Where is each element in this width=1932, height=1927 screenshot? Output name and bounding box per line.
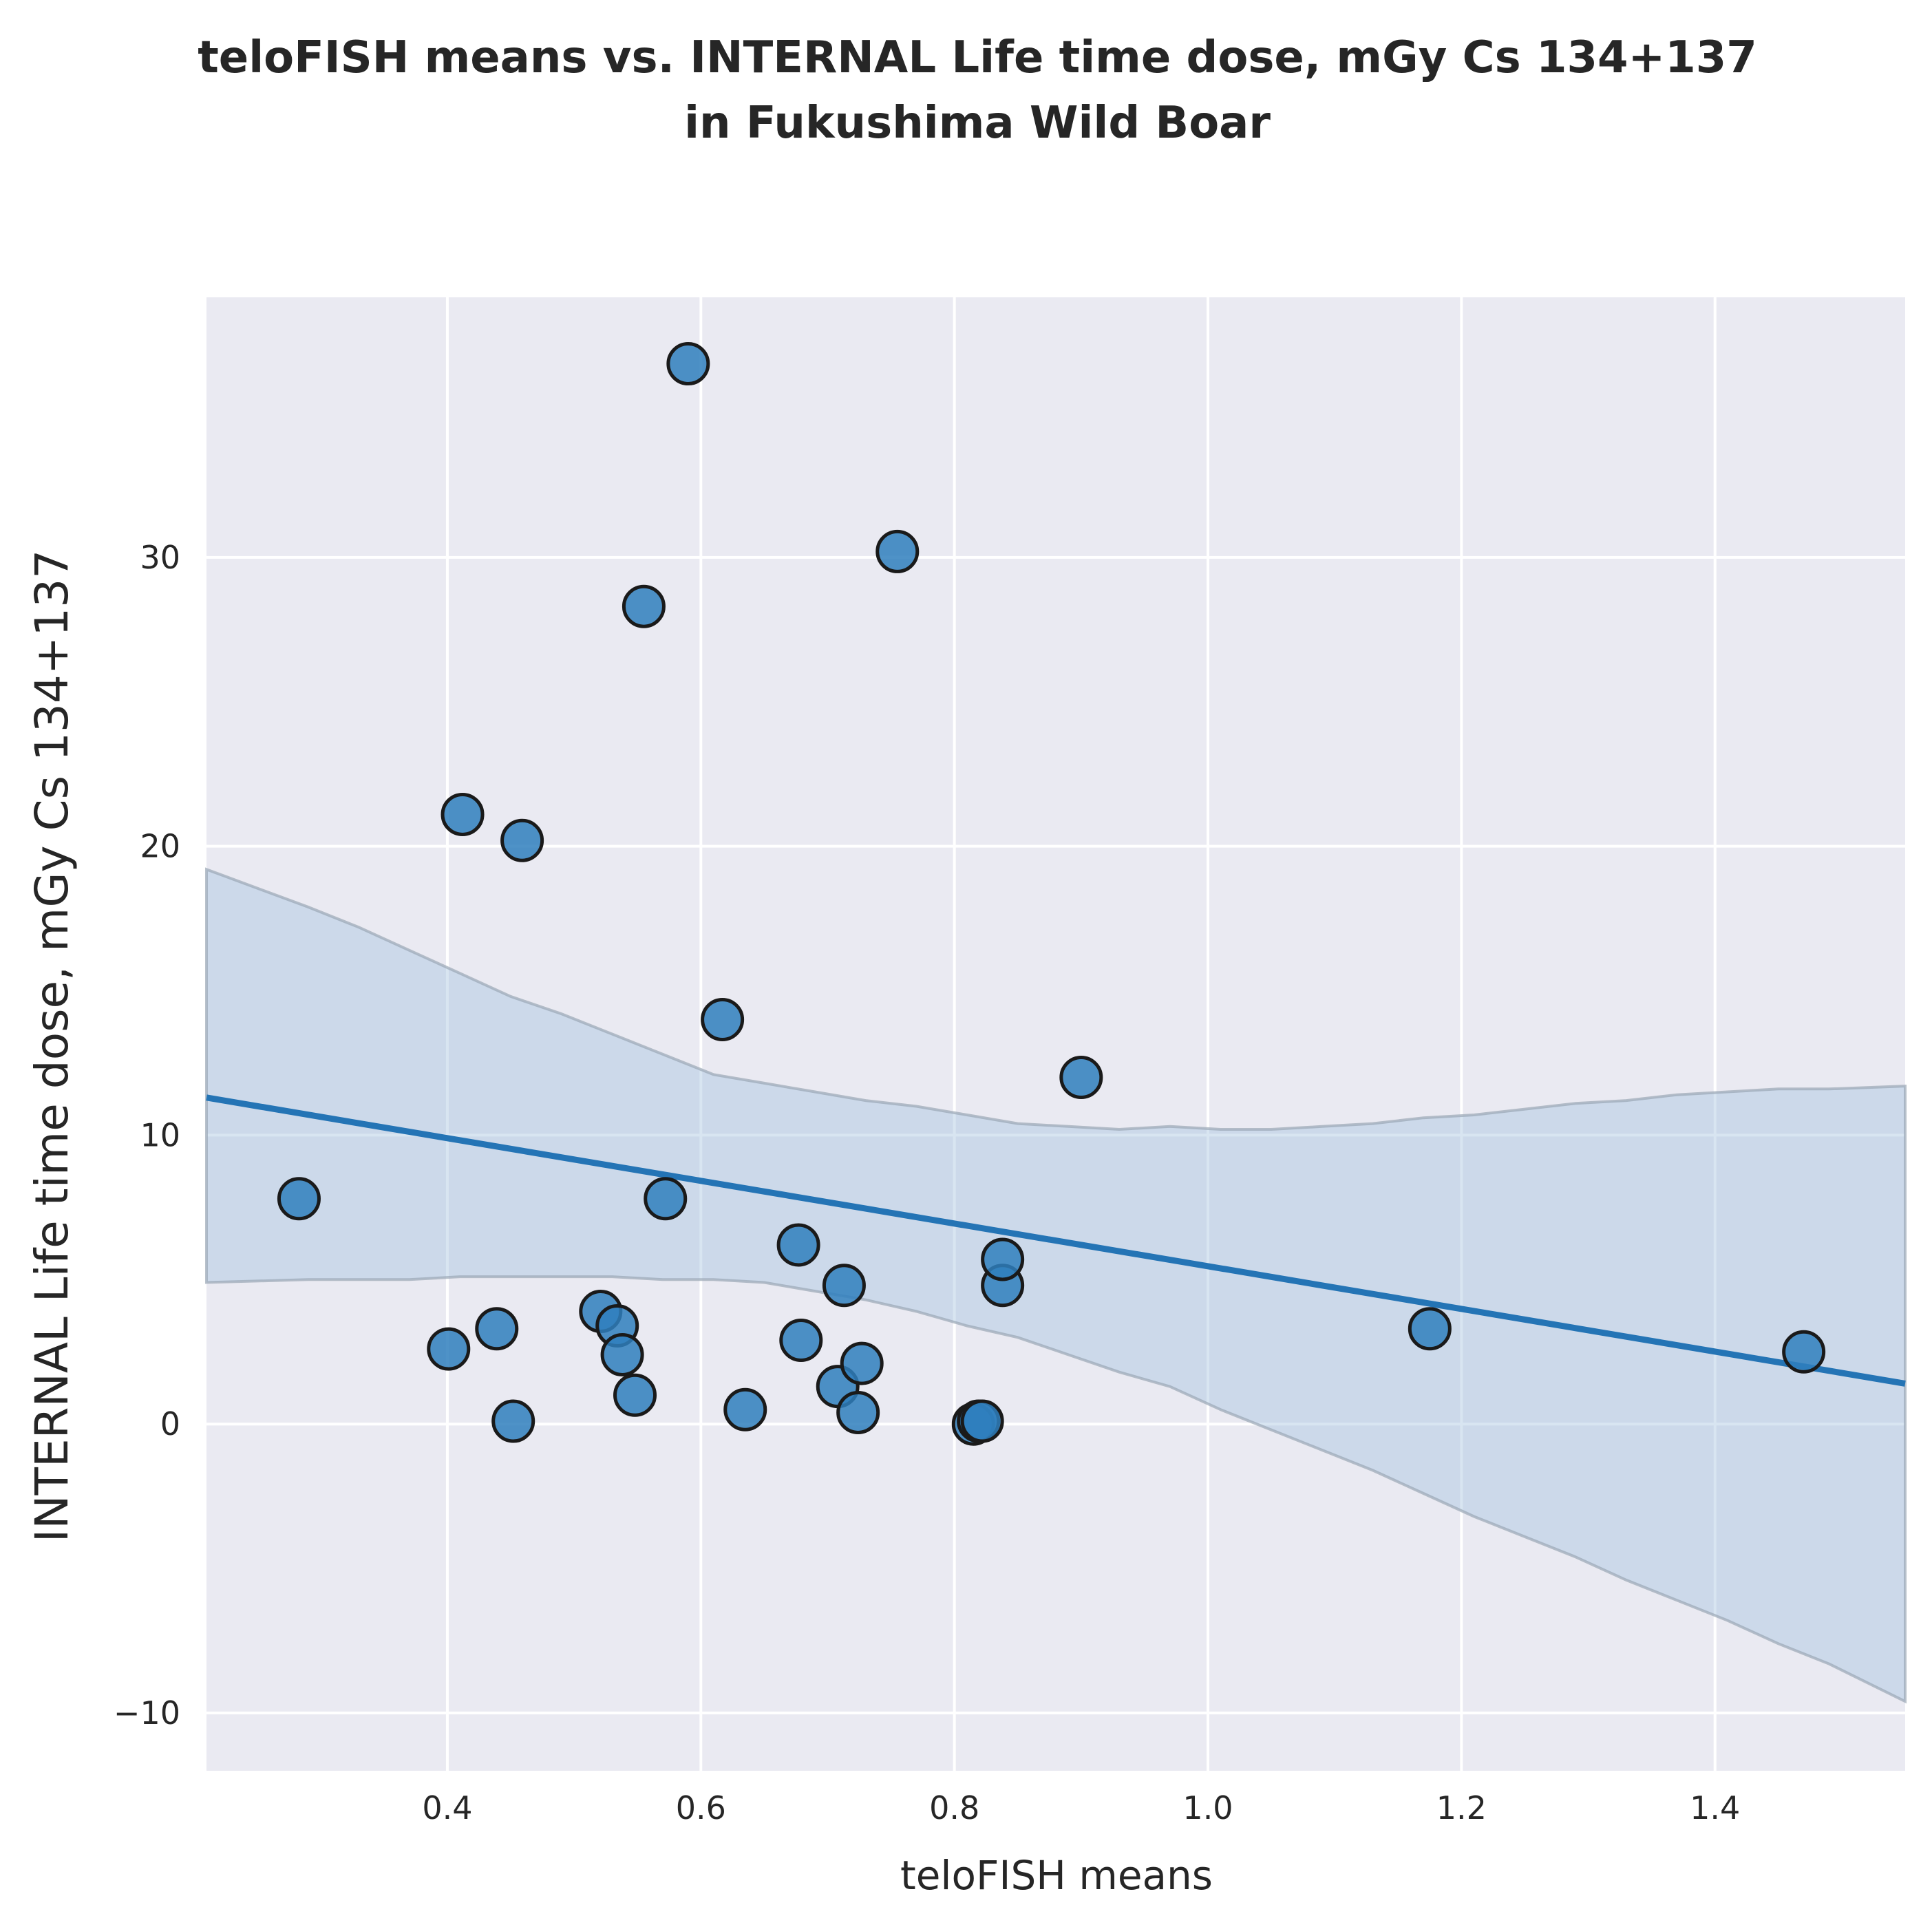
data-point [613,1373,657,1417]
chart-title-line-2: in Fukushima Wild Boar [684,98,1271,149]
confidence-band-layer [205,867,1907,1704]
x-tick-label: 1.2 [1436,1789,1487,1827]
data-point [875,529,920,573]
y-tick-label: 30 [140,539,180,576]
data-point [644,1177,688,1221]
data-point [491,1399,535,1443]
x-tick-labels: 0.4 0.6 0.8 1.0 1.2 1.4 [422,1789,1740,1827]
data-point [840,1341,884,1385]
grid [206,297,1905,1771]
confidence-band [205,867,1907,1704]
x-tick-label: 0.6 [676,1789,726,1827]
data-point [427,1327,471,1371]
data-point [475,1307,519,1351]
y-tick-labels: −10 0 10 20 30 [114,539,180,1732]
data-point [822,1264,866,1308]
x-axis-label: teloFISH means [900,1852,1213,1899]
data-point [600,1332,644,1376]
data-point [776,1223,820,1267]
points-layer [277,342,1826,1446]
plot-area [206,297,1905,1771]
chart-title-line-1: teloFISH means vs. INTERNAL Life time do… [198,32,1757,83]
x-tick-label: 0.8 [929,1789,979,1827]
y-tick-label: −10 [114,1694,180,1732]
data-point [723,1387,767,1431]
data-point [277,1177,321,1221]
data-point [779,1318,823,1362]
y-tick-label: 20 [140,828,180,865]
regression-line [206,1094,1906,1387]
regression-line-layer [206,1094,1906,1387]
data-point [836,1390,880,1434]
data-point [981,1237,1025,1281]
data-point [622,584,666,628]
x-tick-label: 1.4 [1690,1789,1740,1827]
x-tick-label: 0.4 [422,1789,472,1827]
data-point [1782,1330,1826,1374]
data-point [1059,1055,1103,1099]
x-tick-label: 1.0 [1182,1789,1233,1827]
y-tick-label: 0 [160,1405,180,1442]
y-tick-label: 10 [140,1116,180,1153]
data-point [1408,1307,1452,1351]
data-point [701,998,745,1042]
data-point [440,792,485,836]
y-axis-label: INTERNAL Life time dose, mGy Cs 134+137 [25,550,78,1542]
data-point [960,1399,1004,1443]
data-point [500,818,544,862]
data-point [666,342,710,386]
